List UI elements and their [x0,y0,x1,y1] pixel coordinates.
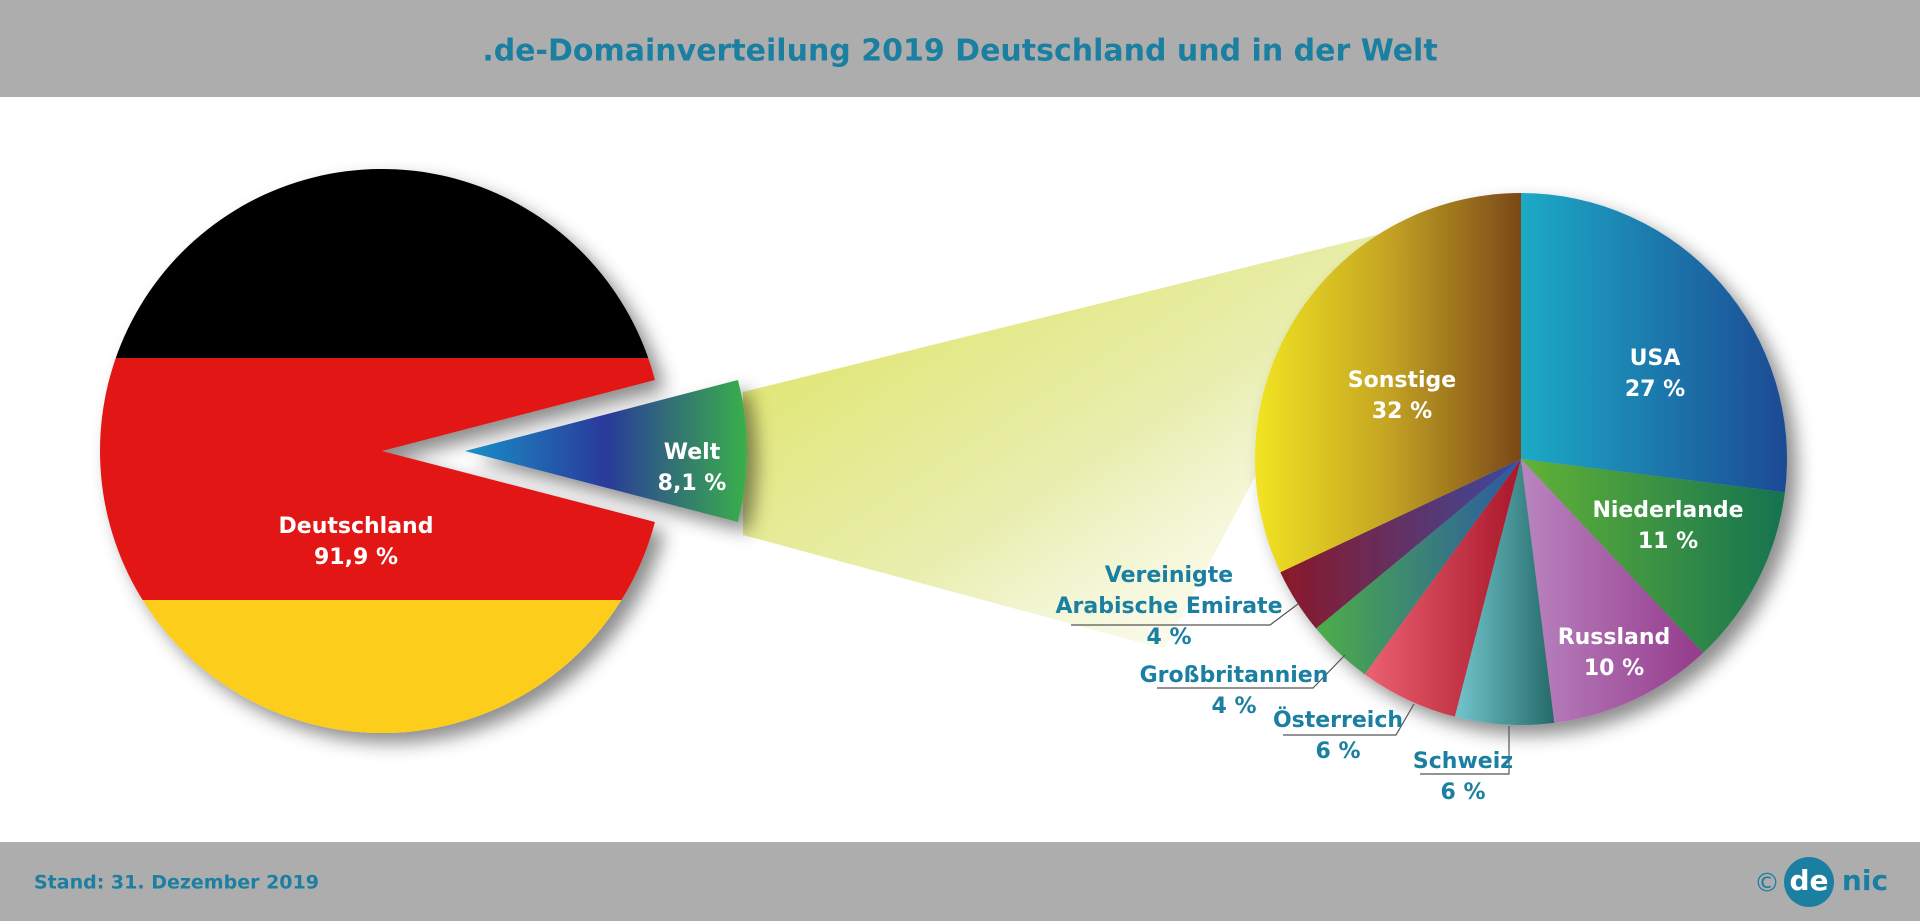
value-label: 91,9 % [314,545,398,570]
leader-line [1071,603,1299,626]
slice-welt [465,380,747,522]
value-label: 10 % [1584,656,1644,681]
value-label: 8,1 % [658,471,727,496]
slice-label: USA [1630,346,1681,371]
footer-note: Stand: 31. Dezember 2019 [34,872,319,894]
slice [1280,459,1521,629]
value-label: 4 % [1146,625,1191,650]
chart-title: .de-Domainverteilung 2019 Deutschland un… [482,34,1437,69]
slice [1364,459,1521,717]
connector-band [743,233,1384,649]
slice-label: Welt [664,440,721,465]
value-label: 11 % [1638,529,1698,554]
slice [1255,193,1521,573]
flag-stripe [100,169,655,358]
slice-label: Russland [1558,625,1671,650]
slice [1521,459,1785,653]
slice-label: Niederlande [1592,498,1743,523]
value-label: 27 % [1625,377,1685,402]
slice-label: Schweiz [1413,749,1513,774]
slice [1454,459,1555,725]
flag-stripe [100,600,655,733]
slice [1521,459,1704,723]
copyright: © [1754,869,1780,899]
header-bar [0,0,1920,97]
value-label: 6 % [1315,739,1360,764]
pie-left [100,169,747,733]
leader-line [1283,703,1415,736]
logo-de: de [1789,864,1828,897]
slice-label: Deutschland [279,514,434,539]
slice-label: Großbritannien [1140,663,1329,688]
value-label: 4 % [1211,694,1256,719]
pie-right [1255,193,1787,725]
logo-nic: nic [1842,864,1888,897]
slice [1521,193,1787,493]
value-label: 32 % [1372,399,1432,424]
footer-bar [0,842,1920,921]
leader-line [1157,654,1346,689]
leader-line [1420,726,1510,775]
logo-circle [1784,857,1834,907]
slice-label: Sonstige [1348,368,1456,393]
value-label: 6 % [1440,780,1485,805]
slice-label: Österreich [1273,707,1403,733]
slice [1316,459,1521,675]
slice-label: Vereinigte Arabische Emirate [1055,563,1282,619]
